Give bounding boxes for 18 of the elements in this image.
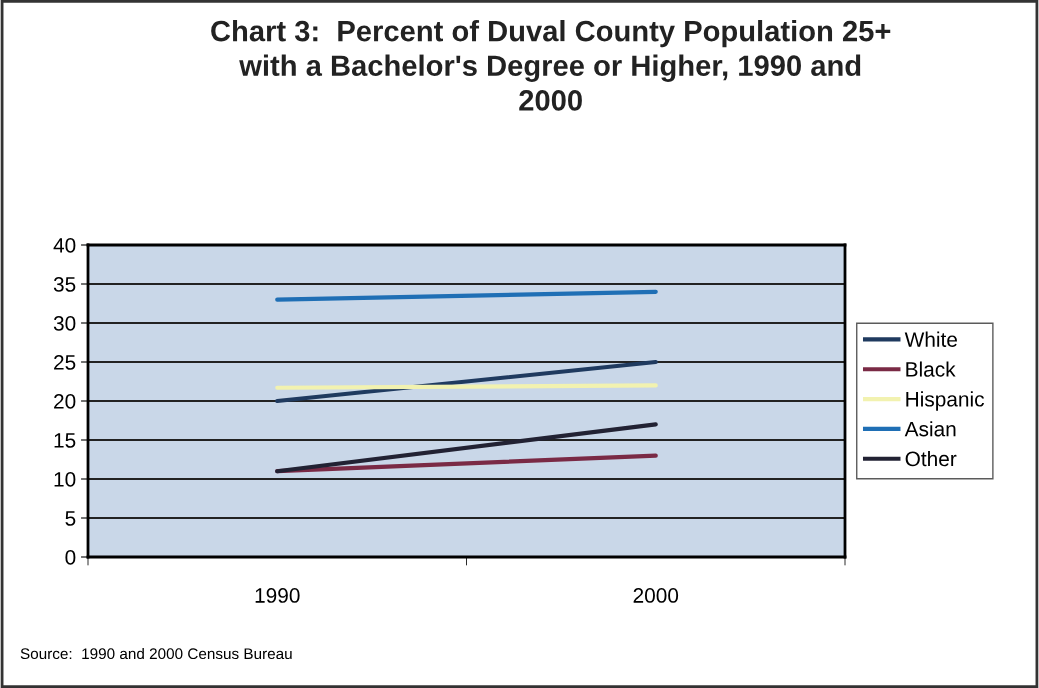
x-tick-label: 1990 [255, 588, 300, 603]
source-note: Source: 1990 and 2000 Census Bureau [20, 647, 292, 660]
legend-label: Other [905, 450, 957, 467]
chart-title: Chart 3: Percent of Duval County Population 25+ with a Bachelor's Degree or Higher, 1990 and 2000 [211, 20, 891, 111]
legend-label: White [904, 331, 957, 347]
y-tick-label: 10 [54, 472, 76, 487]
y-tick-label: 15 [54, 433, 76, 448]
x-tick-label: 2000 [633, 588, 679, 603]
y-tick-label: 0 [65, 550, 76, 565]
y-tick-label: 30 [53, 316, 76, 331]
legend-label: Asian [904, 421, 956, 437]
y-tick-label: 35 [53, 277, 76, 292]
y-tick-label: 20 [54, 394, 76, 409]
legend-label: Black [906, 361, 956, 377]
y-tick-label: 5 [65, 511, 76, 526]
y-tick-label: 40 [53, 238, 76, 253]
legend-label: Hispanic [906, 391, 984, 411]
y-tick-label: 25 [54, 355, 76, 370]
